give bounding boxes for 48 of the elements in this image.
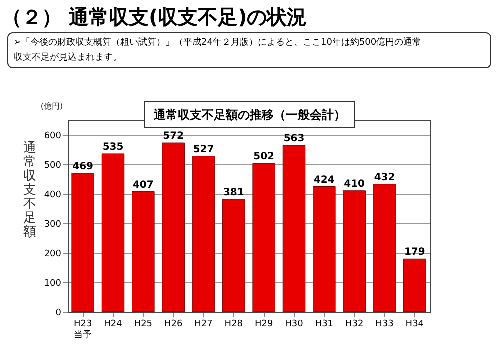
y-tick-label: 0 [56,308,62,318]
bar [72,173,94,312]
data-label: 563 [284,134,305,145]
x-tick-label: H33 [376,320,394,330]
data-label: 381 [223,187,244,198]
data-label: 572 [163,131,184,142]
x-tick-label: H26 [164,320,183,330]
bar [222,199,246,312]
bar [343,190,366,312]
y-tick-label: 600 [44,131,62,142]
bar [404,258,426,312]
data-label: 407 [132,180,154,191]
bar [282,145,306,312]
x-tick-label: H25 [134,320,153,330]
data-label: 410 [344,178,366,190]
data-label: 432 [374,172,396,184]
x-tick-label: H32 [345,320,364,330]
bar [102,154,125,312]
data-label: 535 [102,142,124,153]
x-tick-label: H30 [285,320,304,330]
chart-title: （２） 通常収支(収支不足)の状況 [2,5,308,29]
data-label: 527 [193,144,214,156]
x-tick-label: H24 [104,320,123,330]
y-tick-label: 300 [44,220,62,230]
bar [192,156,216,312]
bar [373,184,396,312]
x-tick-label: H23 当予 [74,320,92,340]
bar [162,142,185,312]
bar [313,186,336,312]
x-tick-label: H27 [194,320,213,330]
y-tick-label: 400 [44,190,62,200]
data-label: 179 [404,247,426,258]
y-tick-label: 200 [44,249,62,260]
x-tick-label: H34 [406,320,424,330]
data-label: 469 [72,161,94,172]
x-tick-label: H29 [254,320,274,330]
y-axis-title: 通常収支不足額 [24,141,36,240]
x-tick-label: H28 [224,320,244,330]
x-tick-label: H31 [315,320,334,330]
annotation: 通常収支不足額の推移（一般会計） [153,108,346,122]
data-label: 502 [254,152,275,163]
data-label: 424 [314,174,335,186]
y-tick-label: 500 [44,160,62,171]
bar [132,192,155,312]
bar [252,163,276,312]
text: (億円) [40,102,64,111]
chart-subtitle: ➢「今後の財政収支概算（粗い試算）」（平成24年２月版）によると、ここ10年は約500億円の通常収支不足が見込まれます。 [14,37,422,63]
y-tick-label: 100 [44,278,62,289]
